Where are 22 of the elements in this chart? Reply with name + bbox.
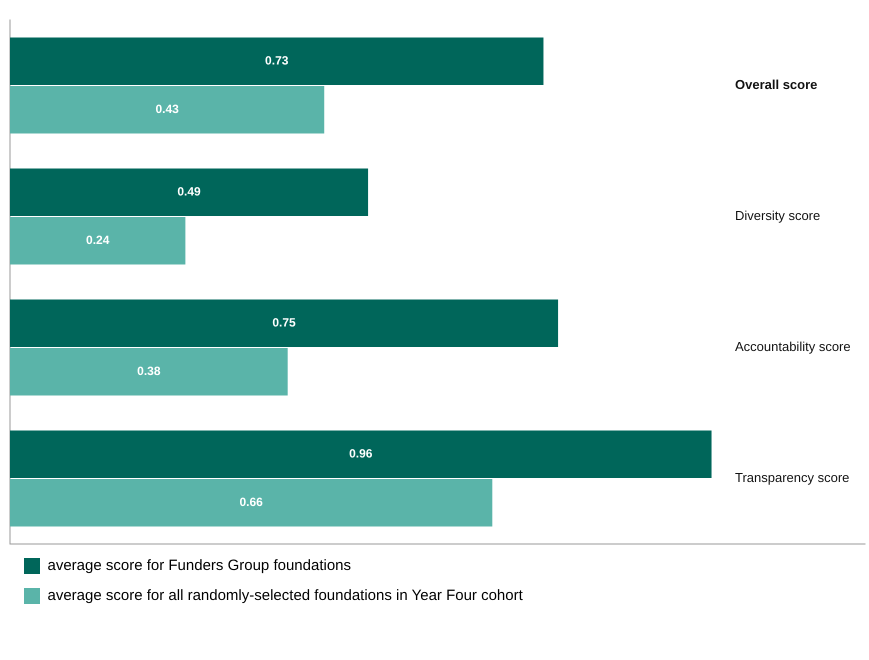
bar [10, 38, 544, 86]
data-label: 0.73 [265, 54, 289, 68]
bar [10, 478, 492, 526]
bar [10, 216, 186, 264]
bar [10, 300, 558, 348]
y-tick-label: Overall score [735, 77, 818, 92]
legend-label: average score for all randomly-selected foundations in Year Four cohort [48, 587, 524, 604]
y-tick-label: Accountability score [735, 339, 851, 354]
data-label: 0.49 [177, 184, 202, 199]
y-tick-label: Transparency score [735, 470, 850, 486]
legend-label: average score for Funders Group foundations [48, 557, 352, 574]
bar [10, 86, 324, 134]
data-label: 0.75 [272, 316, 296, 330]
data-label: 0.96 [349, 446, 373, 461]
bar [10, 168, 368, 216]
data-label: 0.38 [137, 364, 161, 378]
data-label: 0.24 [86, 233, 110, 248]
bar [10, 348, 288, 396]
bar [10, 430, 712, 478]
data-label: 0.43 [155, 102, 180, 116]
y-tick-label: Diversity score [735, 208, 820, 224]
data-label: 0.66 [239, 495, 264, 510]
